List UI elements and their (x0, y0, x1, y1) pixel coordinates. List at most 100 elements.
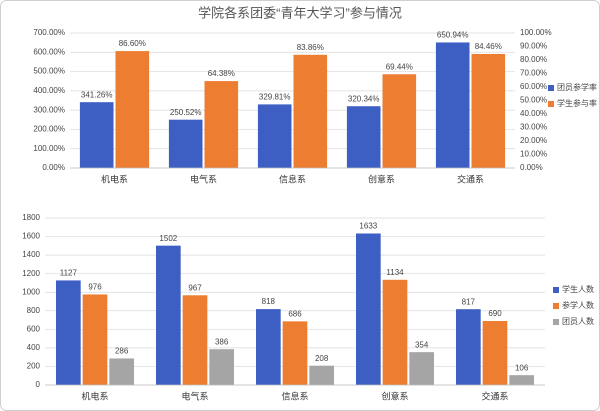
data-label: 1127 (60, 269, 78, 278)
data-label: 69.44% (386, 62, 413, 71)
data-label: 354 (415, 340, 429, 349)
bar (168, 119, 203, 168)
data-label: 1502 (159, 234, 177, 243)
data-label: 208 (315, 354, 329, 363)
y-tick-label: 100.00% (33, 144, 65, 153)
y2-tick-label: 30.00% (520, 123, 547, 132)
legend-swatch (548, 101, 554, 107)
y-tick-label: 600.00% (33, 47, 65, 56)
y2-tick-label: 70.00% (520, 69, 547, 78)
data-label: 86.60% (119, 39, 146, 48)
bar (509, 375, 534, 385)
y2-tick-label: 40.00% (520, 109, 547, 118)
bar (471, 53, 506, 168)
bar (356, 233, 381, 385)
x-tick-label: 交通系 (457, 173, 484, 184)
legend-label: 学生参与率 (557, 98, 597, 108)
bar (482, 320, 508, 385)
data-label: 250.52% (170, 108, 202, 117)
y-tick-label: 400.00% (33, 86, 65, 95)
y-tick-label: 0 (36, 380, 41, 389)
bar (204, 81, 239, 168)
bar (382, 279, 408, 385)
data-label: 690 (488, 309, 502, 318)
data-label: 341.26% (81, 90, 113, 99)
data-label: 83.86% (297, 43, 324, 52)
data-label: 1633 (359, 222, 377, 231)
legend-label: 团员参学率 (557, 82, 597, 92)
y-tick-label: 1400 (22, 250, 40, 259)
bar (156, 245, 181, 385)
bar (409, 352, 434, 385)
data-label: 320.34% (348, 94, 380, 103)
data-label: 1134 (386, 268, 404, 277)
chart-title: 学院各系团委“青年大学习”参与情况 (198, 5, 402, 20)
bar (209, 349, 234, 385)
data-label: 818 (262, 297, 276, 306)
x-tick-label: 创意系 (381, 390, 408, 401)
y-tick-label: 600 (27, 324, 41, 333)
bar (435, 42, 470, 168)
legend-label: 团员人数 (562, 316, 594, 326)
bar (382, 74, 417, 168)
legend-swatch (553, 319, 559, 325)
bar (456, 309, 481, 385)
bar (82, 294, 108, 385)
y-tick-label: 1800 (22, 213, 40, 222)
legend-swatch (553, 303, 559, 309)
bar (109, 358, 134, 385)
bar (282, 321, 308, 385)
bar (182, 295, 208, 385)
data-label: 967 (188, 283, 202, 292)
y-tick-label: 300.00% (33, 105, 65, 114)
y-tick-label: 1600 (22, 232, 40, 241)
bar (79, 102, 114, 168)
data-label: 817 (462, 297, 476, 306)
y2-tick-label: 60.00% (520, 82, 547, 91)
bar (115, 51, 150, 169)
y-tick-label: 400 (27, 343, 41, 352)
x-tick-label: 机电系 (101, 173, 128, 184)
legend-label: 参学人数 (562, 300, 594, 310)
data-label: 286 (115, 347, 129, 356)
x-tick-label: 信息系 (281, 390, 308, 401)
y-tick-label: 500.00% (33, 67, 65, 76)
y-tick-label: 0.00% (42, 163, 65, 172)
data-label: 976 (88, 283, 102, 292)
y-tick-label: 200 (27, 362, 41, 371)
data-label: 686 (288, 309, 302, 318)
y2-tick-label: 0.00% (520, 163, 543, 172)
data-label: 106 (515, 363, 529, 372)
bar (256, 309, 281, 385)
data-label: 386 (215, 337, 229, 346)
x-tick-label: 交通系 (481, 390, 508, 401)
y2-tick-label: 100.00% (520, 28, 552, 37)
y-tick-label: 200.00% (33, 125, 65, 134)
legend-swatch (548, 85, 554, 91)
y2-tick-label: 80.00% (520, 55, 547, 64)
y-tick-label: 1200 (22, 269, 40, 278)
bar (56, 280, 81, 385)
y2-tick-label: 20.00% (520, 136, 547, 145)
bar (309, 365, 334, 385)
bar (257, 104, 292, 168)
y2-tick-label: 50.00% (520, 96, 547, 105)
y2-tick-label: 90.00% (520, 42, 547, 51)
y-tick-label: 800 (27, 306, 41, 315)
bar (346, 106, 381, 168)
y2-tick-label: 10.00% (520, 150, 547, 159)
data-label: 84.46% (475, 42, 502, 51)
legend-label: 学生人数 (562, 284, 594, 294)
data-label: 329.81% (259, 93, 291, 102)
x-tick-label: 电气系 (181, 390, 208, 401)
y-tick-label: 700.00% (33, 28, 65, 37)
y-tick-label: 1000 (22, 287, 40, 296)
x-tick-label: 电气系 (190, 173, 217, 184)
legend-swatch (553, 287, 559, 293)
data-label: 650.94% (437, 31, 469, 40)
x-tick-label: 信息系 (279, 173, 306, 184)
data-label: 64.38% (208, 69, 235, 78)
x-tick-label: 机电系 (81, 390, 108, 401)
x-tick-label: 创意系 (368, 173, 395, 184)
